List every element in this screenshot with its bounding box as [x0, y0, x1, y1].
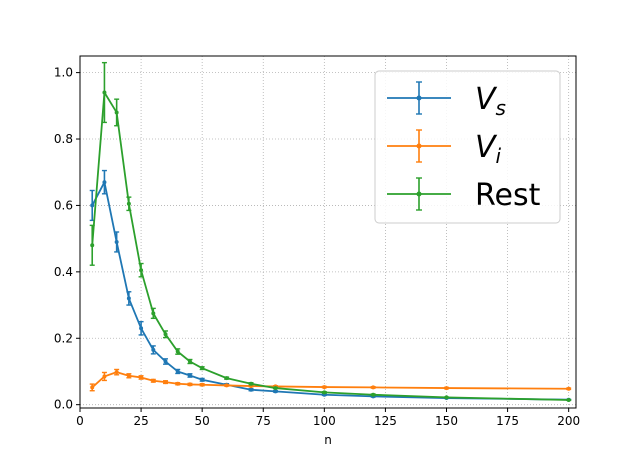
data-point — [163, 380, 168, 385]
data-point — [371, 392, 376, 397]
data-point — [175, 381, 180, 386]
data-point — [151, 347, 156, 352]
data-point — [163, 332, 168, 337]
data-point — [163, 359, 168, 364]
data-point — [139, 326, 144, 331]
data-point — [322, 390, 327, 395]
x-tick-label: 175 — [496, 414, 519, 428]
x-tick-label: 50 — [195, 414, 210, 428]
data-point — [224, 383, 229, 388]
x-tick-label: 200 — [557, 414, 580, 428]
data-point — [200, 377, 205, 382]
data-point — [249, 387, 254, 392]
data-point — [187, 373, 192, 378]
data-point — [90, 243, 95, 248]
legend-item-vs: Vs — [387, 81, 506, 120]
legend-marker — [416, 95, 422, 101]
data-point — [200, 366, 205, 371]
data-point — [175, 349, 180, 354]
legend-marker — [416, 191, 422, 197]
plot-frame — [79, 55, 577, 409]
x-tick-label: 25 — [133, 414, 148, 428]
data-point — [444, 395, 449, 400]
series-vi — [89, 368, 572, 392]
data-point — [566, 386, 571, 391]
y-tick-label: 0.4 — [54, 265, 73, 279]
axis-ticks: 0 25 50 75 100 125 150 175 200 0.0 0.2 0.4 0.6 0.8 1.0 — [54, 66, 580, 428]
data-point — [566, 398, 571, 403]
x-tick-label: 150 — [435, 414, 458, 428]
data-point — [200, 382, 205, 387]
x-tick-label: 125 — [374, 414, 397, 428]
legend-label: Vs — [475, 82, 506, 120]
data-point — [175, 369, 180, 374]
data-point — [187, 382, 192, 387]
data-point — [90, 385, 95, 390]
data-point — [126, 201, 131, 206]
data-point — [187, 359, 192, 364]
data-point — [102, 374, 107, 379]
series-layer — [89, 61, 572, 403]
y-tick-label: 1.0 — [54, 66, 73, 80]
legend-label: Vi — [475, 130, 502, 168]
data-point — [151, 311, 156, 316]
y-tick-label: 0.0 — [54, 398, 73, 412]
data-point — [114, 370, 119, 375]
legend-marker — [416, 143, 422, 149]
x-tick-label: 75 — [256, 414, 271, 428]
data-point — [151, 378, 156, 383]
data-point — [126, 296, 131, 301]
x-tick-label: 100 — [313, 414, 336, 428]
data-point — [114, 110, 119, 115]
data-point — [371, 385, 376, 390]
data-point — [126, 373, 131, 378]
data-point — [102, 180, 107, 185]
y-tick-label: 0.2 — [54, 331, 73, 345]
y-tick-label: 0.6 — [54, 198, 73, 212]
legend-label: Rest — [475, 178, 541, 213]
data-point — [224, 376, 229, 381]
series-rest — [89, 61, 572, 403]
data-point — [90, 203, 95, 208]
legend-box — [374, 70, 561, 224]
data-point — [322, 385, 327, 390]
data-point — [114, 239, 119, 244]
legend: Vs Vi Rest — [374, 70, 561, 224]
x-tick-label: 0 — [76, 414, 84, 428]
legend-item-rest: Rest — [387, 177, 541, 213]
data-point — [139, 375, 144, 380]
data-point — [444, 386, 449, 391]
data-point — [102, 90, 107, 95]
x-axis-label: n — [324, 433, 332, 447]
data-point — [249, 381, 254, 386]
legend-item-vi: Vi — [387, 129, 502, 168]
data-point — [273, 386, 278, 391]
data-point — [273, 389, 278, 394]
y-tick-label: 0.8 — [54, 132, 73, 146]
data-point — [139, 268, 144, 273]
